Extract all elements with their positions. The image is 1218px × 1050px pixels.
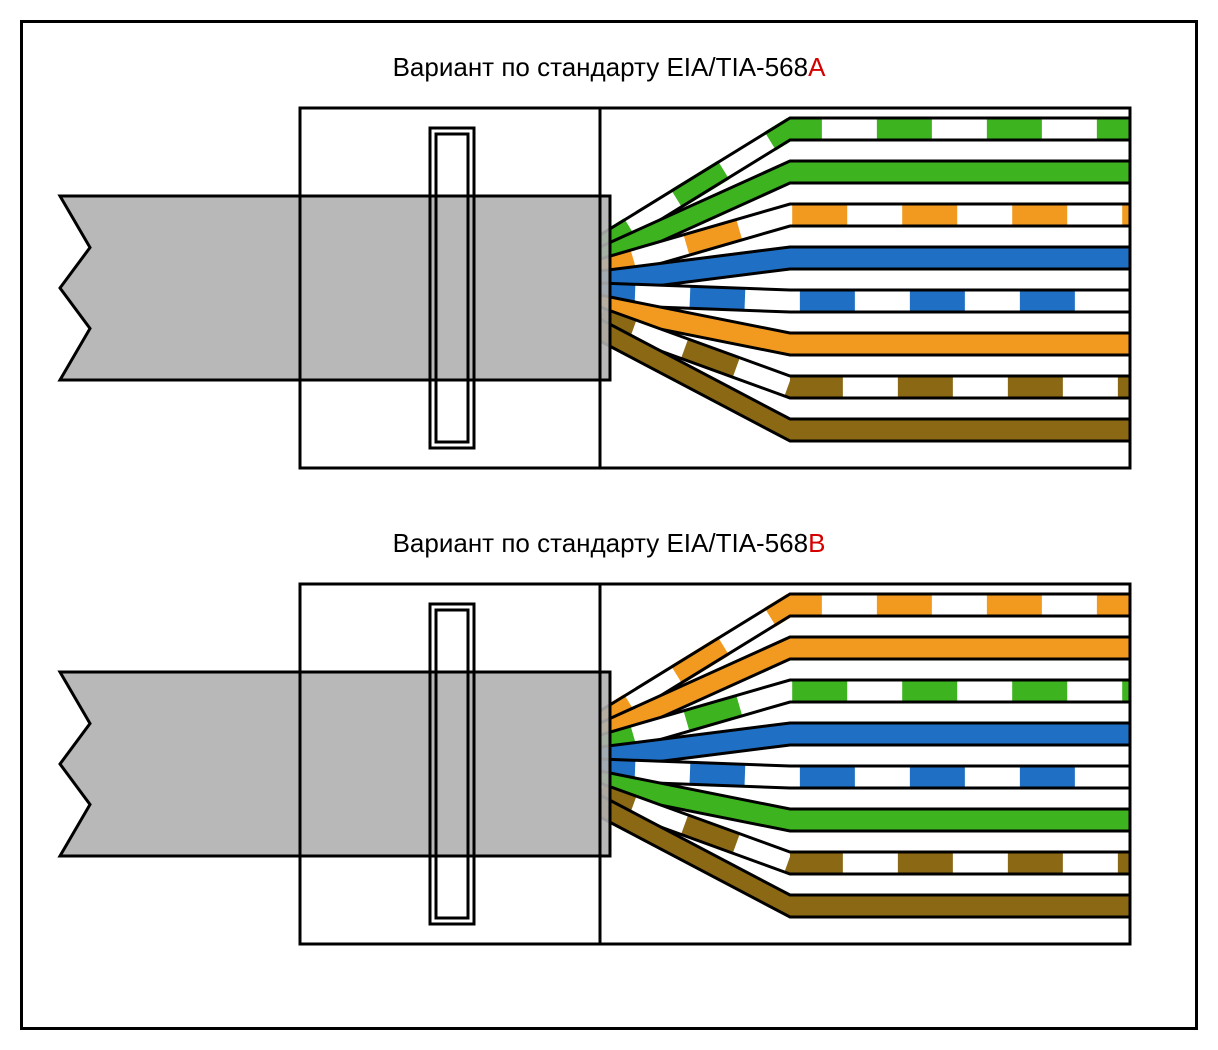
- cable-jacket: [60, 672, 610, 856]
- page: Вариант по стандарту EIA/TIA-568AВариант…: [0, 0, 1218, 1050]
- connector-diagram-568A: [20, 88, 1198, 488]
- cable-jacket: [60, 196, 610, 380]
- connector-diagram-568B: [20, 564, 1198, 964]
- title-suffix: A: [808, 52, 825, 82]
- title-prefix: Вариант по стандарту EIA/TIA-568: [393, 528, 809, 558]
- title-prefix: Вариант по стандарту EIA/TIA-568: [393, 52, 809, 82]
- title-suffix: B: [808, 528, 825, 558]
- diagram-title-568B: Вариант по стандарту EIA/TIA-568B: [0, 528, 1218, 559]
- diagram-title-568A: Вариант по стандарту EIA/TIA-568A: [0, 52, 1218, 83]
